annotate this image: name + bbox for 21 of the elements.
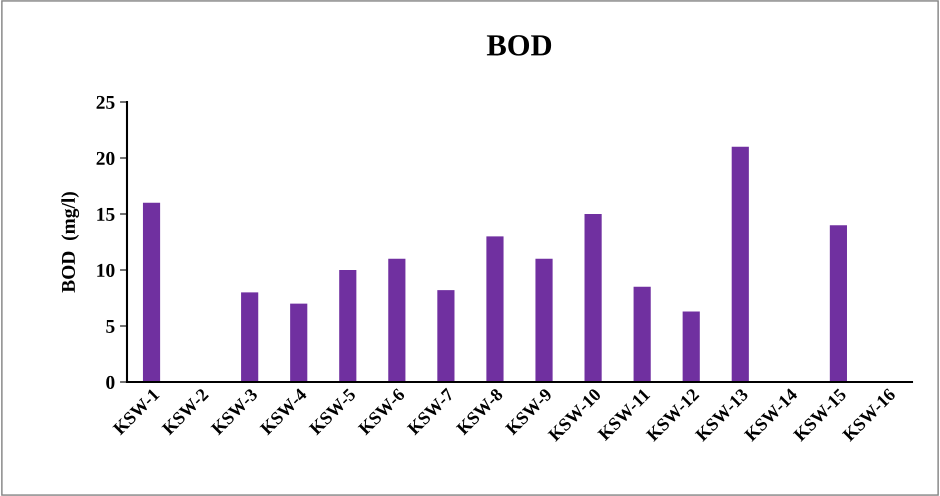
bar	[732, 146, 749, 382]
bar	[535, 258, 553, 382]
bar	[437, 290, 454, 382]
bar	[290, 304, 308, 382]
bar	[634, 286, 651, 382]
y-tick-label: 20	[96, 152, 114, 165]
bar	[830, 225, 847, 382]
y-axis-title: BOD (mg/l)	[61, 192, 80, 292]
bar	[339, 270, 356, 382]
bar	[388, 258, 406, 382]
y-tick-label: 15	[97, 208, 114, 221]
y-tick-label: 5	[106, 320, 114, 333]
y-tick-label: 25	[96, 96, 114, 109]
y-tick-label: 10	[97, 264, 114, 277]
bar	[682, 311, 700, 382]
bar	[142, 202, 160, 382]
chart-title: BOD	[486, 35, 552, 56]
bar	[486, 236, 504, 382]
bar	[584, 214, 602, 382]
bar	[241, 292, 258, 382]
y-tick-label: 0	[106, 376, 114, 389]
